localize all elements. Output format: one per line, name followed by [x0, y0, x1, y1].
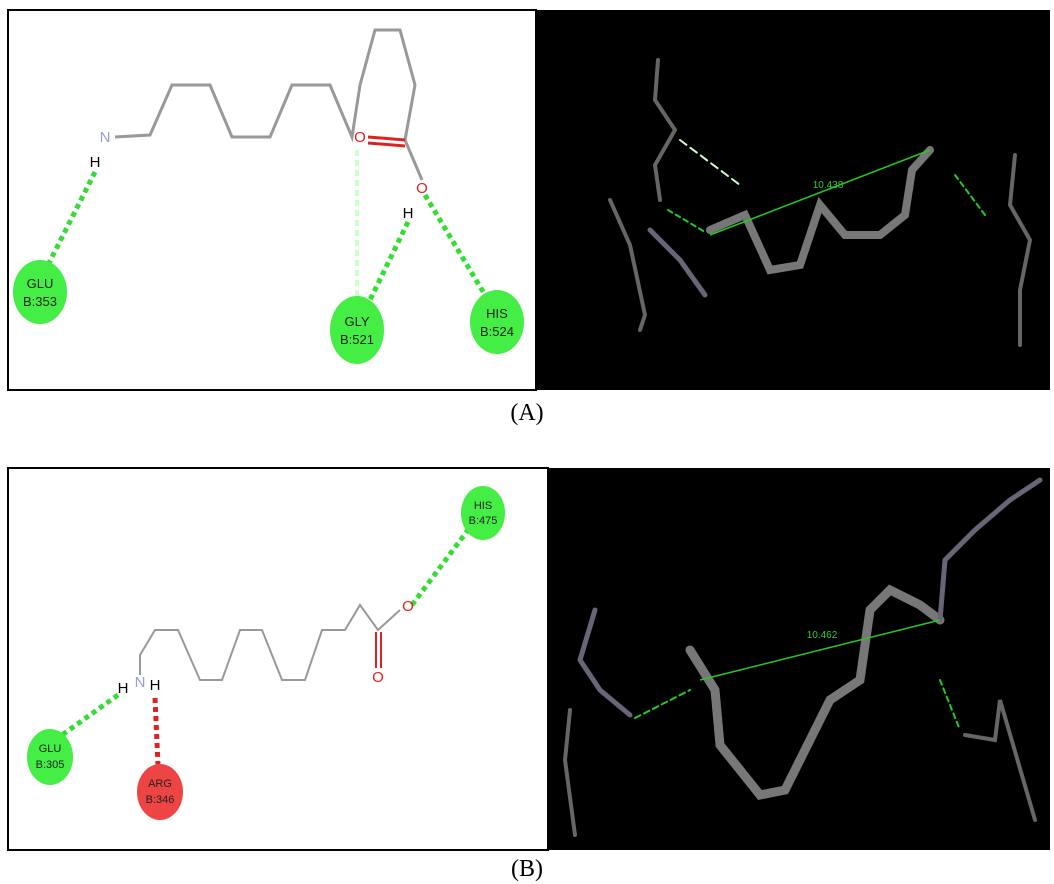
residue — [461, 486, 505, 540]
caption: (A) — [510, 400, 543, 426]
distance-label: 10.462 — [807, 630, 838, 641]
panel-a: N H O O H GLU B:353 GLY B:521 HIS B:524 … — [8, 10, 1050, 426]
residue-name: HIS — [474, 500, 492, 512]
residue-id: B:524 — [480, 324, 514, 339]
residue — [330, 296, 384, 364]
residue-name: GLU — [39, 743, 62, 755]
residue — [137, 764, 183, 820]
atom: H — [150, 677, 161, 694]
atom: H — [403, 205, 414, 222]
atom: H — [90, 154, 101, 171]
residue-name: GLY — [344, 314, 369, 329]
residue-id: B:521 — [340, 332, 374, 347]
diagram-2d — [8, 10, 536, 390]
residue-name: ARG — [148, 778, 172, 790]
residue-name: GLU — [27, 276, 54, 291]
panel-b: N H H O O HIS B:475 GLU B:305 ARG B:346 … — [8, 468, 1050, 882]
atom: O — [402, 598, 414, 615]
residue-name: HIS — [486, 306, 508, 321]
residue-id: B:346 — [146, 794, 175, 806]
residue-id: B:353 — [23, 294, 57, 309]
figure: N H O O H GLU B:353 GLY B:521 HIS B:524 … — [0, 0, 1054, 884]
view-3d — [548, 468, 1050, 850]
distance-label: 10.438 — [813, 180, 844, 191]
residue-id: B:475 — [469, 515, 498, 527]
residue — [27, 729, 73, 785]
atom: N — [135, 674, 146, 691]
atom: O — [372, 669, 384, 686]
atom: O — [416, 180, 428, 197]
residue-id: B:305 — [36, 759, 65, 771]
atom: H — [118, 680, 129, 697]
caption: (B) — [511, 856, 543, 882]
residue — [470, 290, 524, 354]
residue — [13, 260, 67, 324]
atom: N — [100, 129, 111, 146]
atom: O — [354, 129, 366, 146]
